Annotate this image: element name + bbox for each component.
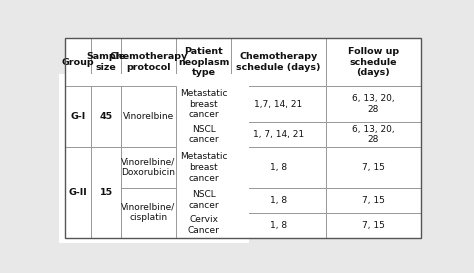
Text: Metastatic
breast
cancer: Metastatic breast cancer — [180, 89, 228, 119]
Text: Chemotherapy
schedule (days): Chemotherapy schedule (days) — [236, 52, 320, 72]
Text: 6, 13, 20,
28: 6, 13, 20, 28 — [352, 125, 395, 144]
Bar — [65, 213, 91, 238]
Text: 45: 45 — [100, 112, 113, 121]
Bar — [91, 147, 121, 188]
Bar — [0, 164, 220, 221]
Bar — [0, 73, 193, 160]
Text: Metastatic
breast
cancer: Metastatic breast cancer — [180, 152, 228, 183]
Bar — [176, 38, 231, 86]
Bar — [176, 147, 231, 188]
Bar — [47, 164, 249, 261]
Bar — [121, 86, 176, 147]
Bar — [91, 188, 121, 213]
Text: NSCL
cancer: NSCL cancer — [188, 190, 219, 210]
Text: 7, 15: 7, 15 — [362, 221, 385, 230]
Text: 1, 7, 14, 21: 1, 7, 14, 21 — [253, 130, 304, 139]
Text: 6, 13, 20,
28: 6, 13, 20, 28 — [352, 94, 395, 114]
Bar — [65, 86, 91, 147]
Text: Group: Group — [62, 58, 94, 67]
Bar — [121, 213, 176, 238]
Text: 15: 15 — [100, 188, 113, 197]
Text: 1, 8: 1, 8 — [270, 221, 287, 230]
Text: G-I: G-I — [71, 112, 86, 121]
Bar — [91, 86, 121, 147]
Text: Vinorelbine: Vinorelbine — [123, 112, 174, 121]
Text: Sample
size: Sample size — [86, 52, 126, 72]
Text: Vinorelbine/
Doxorubicin: Vinorelbine/ Doxorubicin — [121, 158, 175, 177]
Bar — [121, 188, 176, 213]
Bar — [0, 164, 193, 221]
Text: 7, 15: 7, 15 — [362, 163, 385, 172]
Bar — [65, 147, 91, 238]
Text: 1, 8: 1, 8 — [270, 163, 287, 172]
Bar — [121, 38, 176, 86]
Bar — [231, 86, 326, 122]
Bar — [326, 38, 421, 86]
Bar — [326, 188, 421, 213]
Bar — [65, 147, 91, 188]
Bar — [176, 188, 231, 213]
Bar — [47, 114, 249, 221]
Bar — [231, 122, 326, 147]
Bar — [121, 188, 176, 238]
Bar — [231, 38, 326, 86]
Text: Follow up
schedule
(days): Follow up schedule (days) — [348, 47, 399, 77]
Bar — [231, 213, 326, 238]
Bar — [91, 213, 121, 238]
Bar — [65, 188, 91, 213]
Bar — [91, 38, 121, 86]
Bar — [47, 73, 249, 160]
Bar — [91, 86, 121, 122]
Bar — [176, 122, 231, 147]
Bar — [91, 122, 121, 147]
Bar — [176, 213, 231, 238]
Text: 1, 8: 1, 8 — [270, 195, 287, 204]
Bar — [0, 73, 220, 160]
Bar — [326, 86, 421, 122]
Text: Cervix
Cancer: Cervix Cancer — [188, 215, 219, 235]
Bar — [231, 147, 326, 188]
Bar — [91, 147, 121, 238]
Text: 7, 15: 7, 15 — [362, 195, 385, 204]
Text: Patient
neoplasm
type: Patient neoplasm type — [178, 47, 229, 77]
Bar — [121, 147, 176, 188]
Bar — [65, 86, 91, 122]
Bar — [326, 147, 421, 188]
Bar — [121, 147, 176, 188]
Text: Chemotherapy
protocol: Chemotherapy protocol — [109, 52, 187, 72]
Text: NSCL
cancer: NSCL cancer — [188, 125, 219, 144]
Bar — [121, 86, 176, 122]
Text: Vinorelbine/
cisplatin: Vinorelbine/ cisplatin — [121, 203, 175, 222]
Bar — [231, 188, 326, 213]
Text: 1,7, 14, 21: 1,7, 14, 21 — [254, 100, 302, 109]
Bar — [65, 122, 91, 147]
Bar — [176, 86, 231, 122]
Bar — [65, 38, 91, 86]
Bar — [121, 122, 176, 147]
Text: G-II: G-II — [69, 188, 88, 197]
Bar — [326, 122, 421, 147]
Bar — [326, 213, 421, 238]
